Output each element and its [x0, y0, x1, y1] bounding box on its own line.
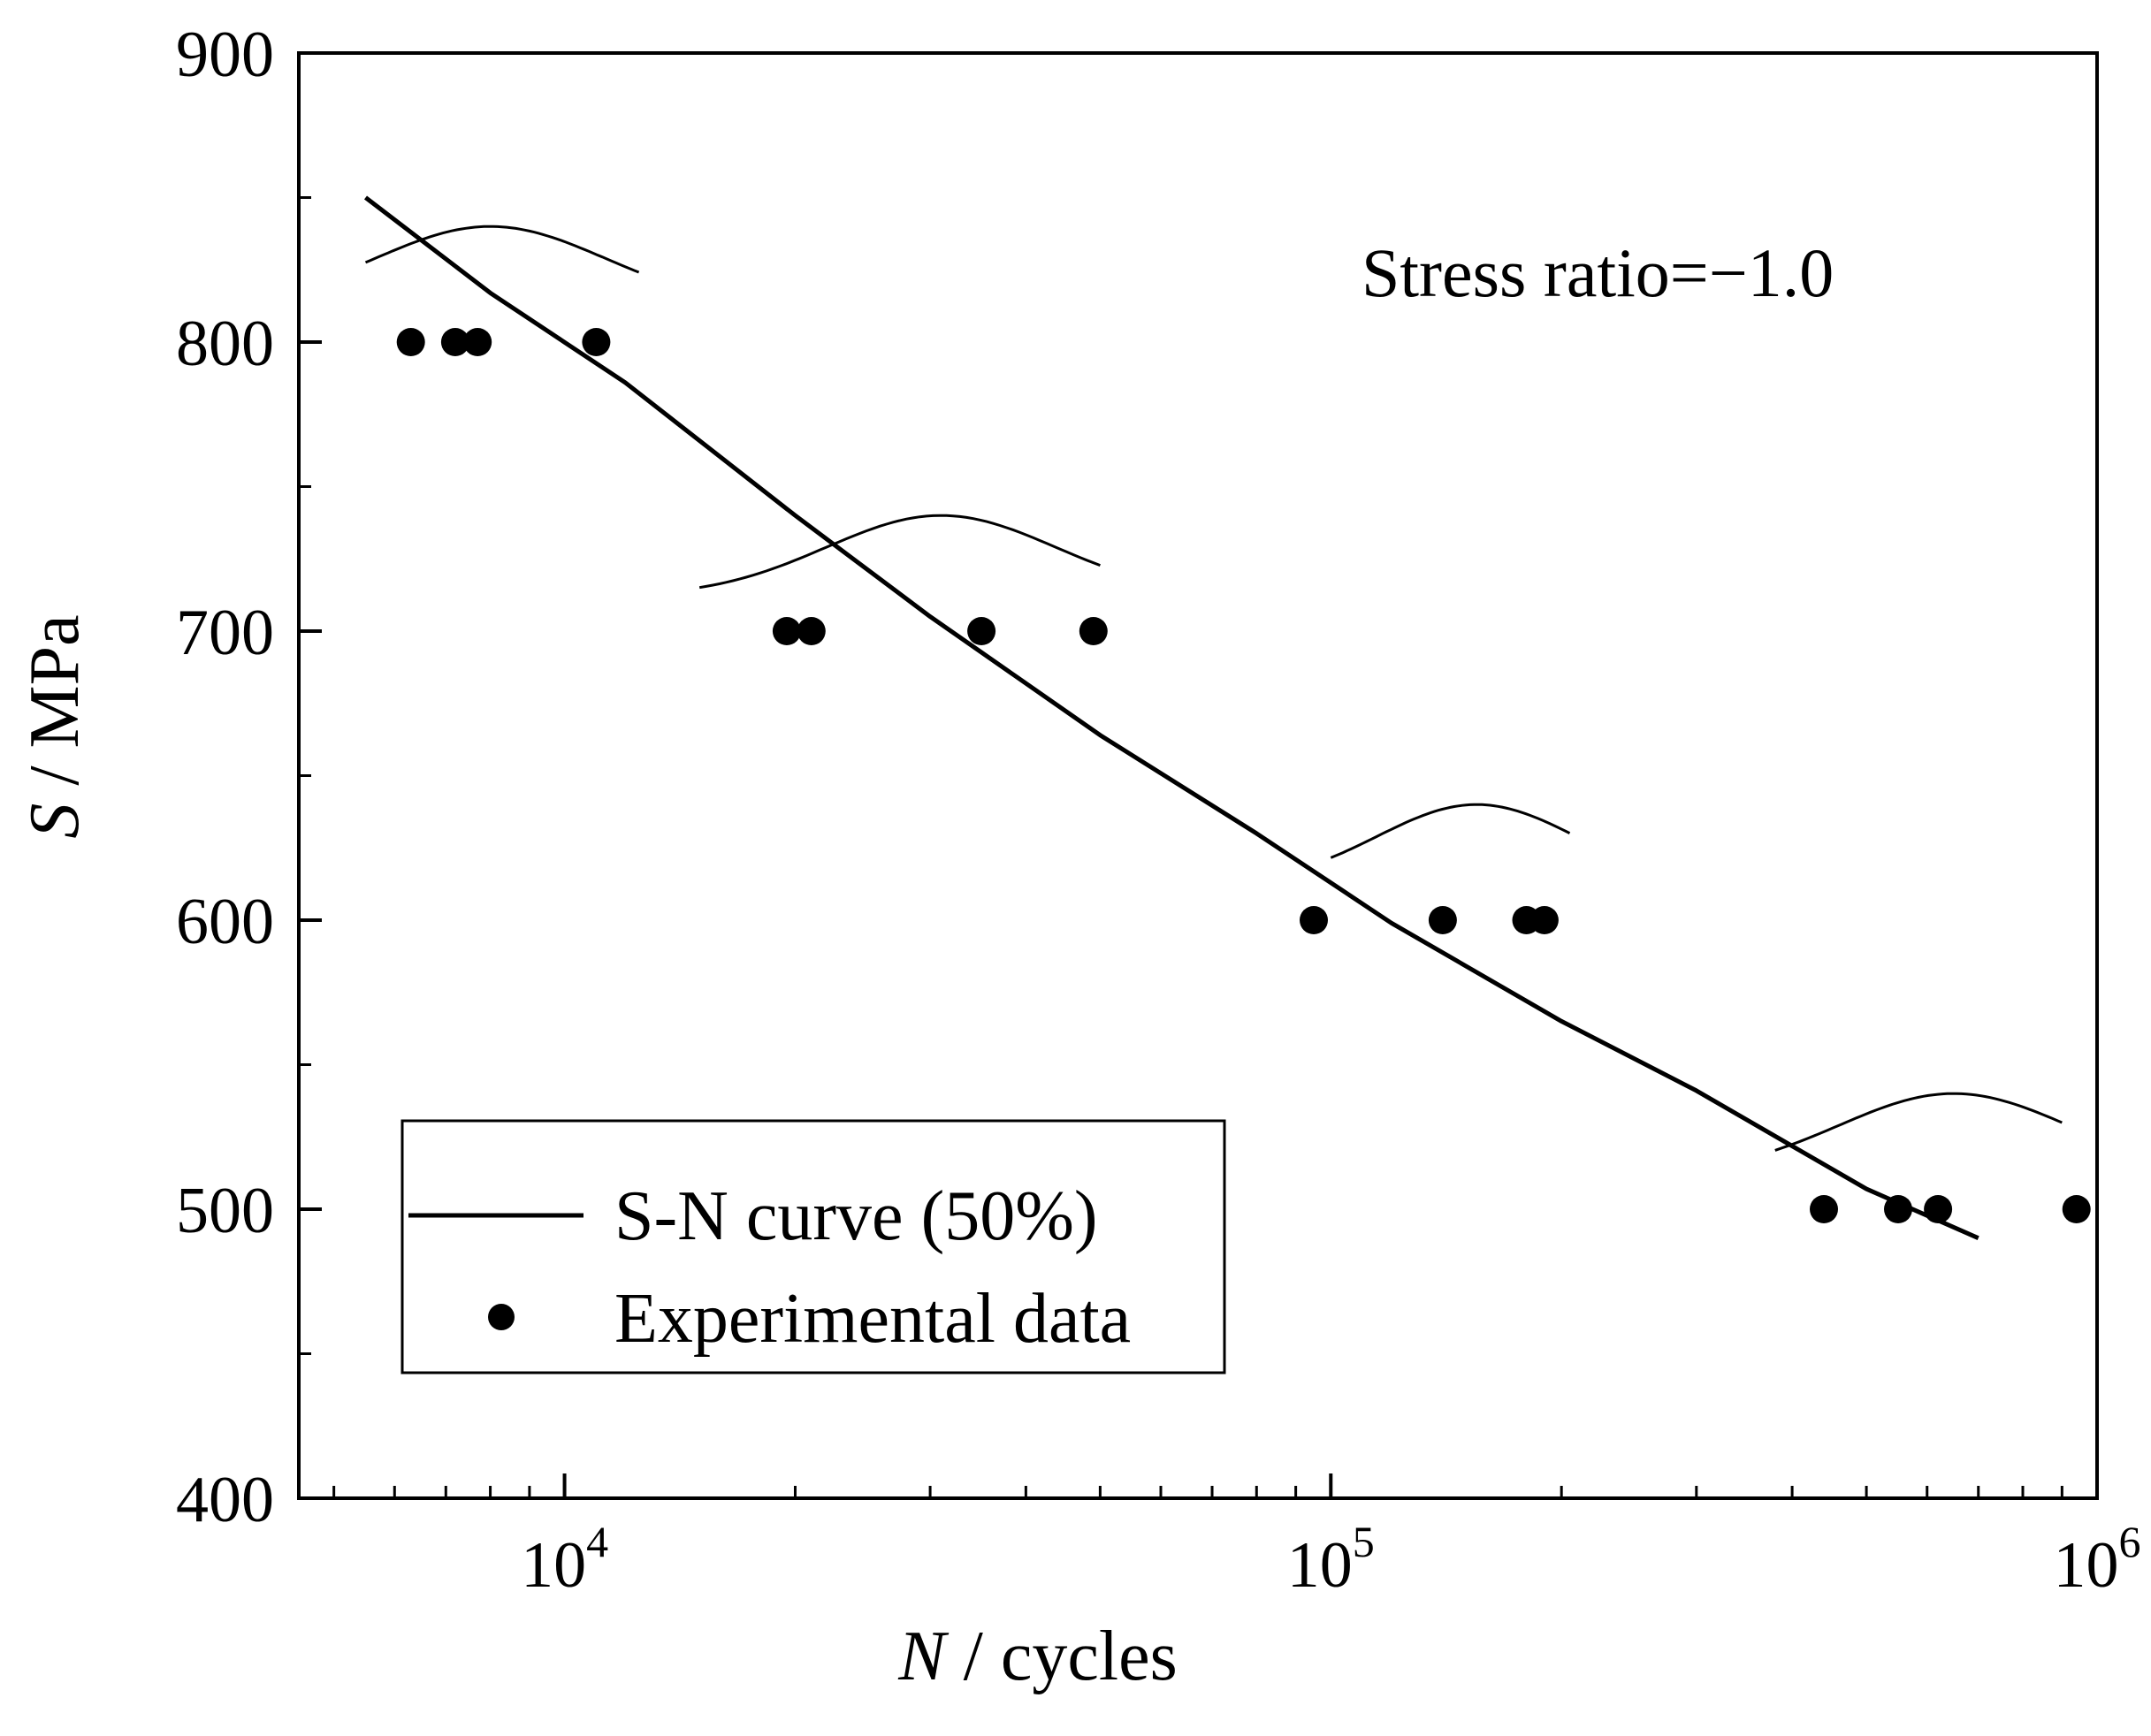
experimental-data-series — [396, 328, 2091, 1223]
data-point — [440, 328, 469, 356]
y-axis-ticks: 400 500 600 700 800 900 — [176, 19, 322, 1536]
y-tick-label: 500 — [176, 1175, 274, 1247]
y-tick-label: 400 — [176, 1464, 274, 1536]
legend-label-sn-curve: S-N curve (50%) — [614, 1177, 1097, 1255]
data-point — [967, 617, 996, 645]
data-point — [2062, 1195, 2091, 1223]
data-point — [1924, 1195, 1953, 1223]
sn-curve-series — [363, 195, 1979, 1240]
y-tick-label: 900 — [176, 19, 274, 91]
x-tick-label: 104 — [521, 1517, 608, 1602]
legend: S-N curve (50%) Experimental data — [400, 1119, 1226, 1374]
data-point — [1300, 906, 1328, 934]
data-point — [396, 328, 425, 356]
data-point — [582, 328, 611, 356]
x-axis-ticks: 104 105 106 — [332, 1473, 2141, 1602]
sn-curve-line — [363, 195, 1979, 1240]
y-tick-label: 700 — [176, 597, 274, 669]
data-point — [797, 617, 826, 645]
distribution-curves — [364, 225, 2063, 1152]
legend-marker-swatch — [488, 1304, 515, 1330]
legend-box — [400, 1119, 1226, 1374]
stress-ratio-annotation: Stress ratio=−1.0 — [1362, 234, 1834, 311]
y-axis-title: S / MPa — [16, 614, 94, 838]
data-point — [463, 328, 492, 356]
legend-label-experimental: Experimental data — [614, 1280, 1131, 1358]
data-point — [1810, 1195, 1838, 1223]
distribution-curve — [364, 225, 640, 274]
x-axis-title: N / cycles — [897, 1618, 1177, 1695]
distribution-curve — [1774, 1092, 2063, 1152]
y-tick-label: 800 — [176, 308, 274, 380]
data-point — [1079, 617, 1108, 645]
x-tick-label: 106 — [2054, 1517, 2141, 1602]
y-tick-label: 600 — [176, 886, 274, 958]
x-tick-label: 105 — [1287, 1517, 1375, 1602]
data-point — [1529, 906, 1559, 934]
distribution-curve — [1330, 803, 1571, 859]
data-point — [1428, 906, 1457, 934]
data-point — [1884, 1195, 1912, 1223]
data-point — [772, 617, 801, 645]
distribution-curve — [698, 514, 1101, 590]
